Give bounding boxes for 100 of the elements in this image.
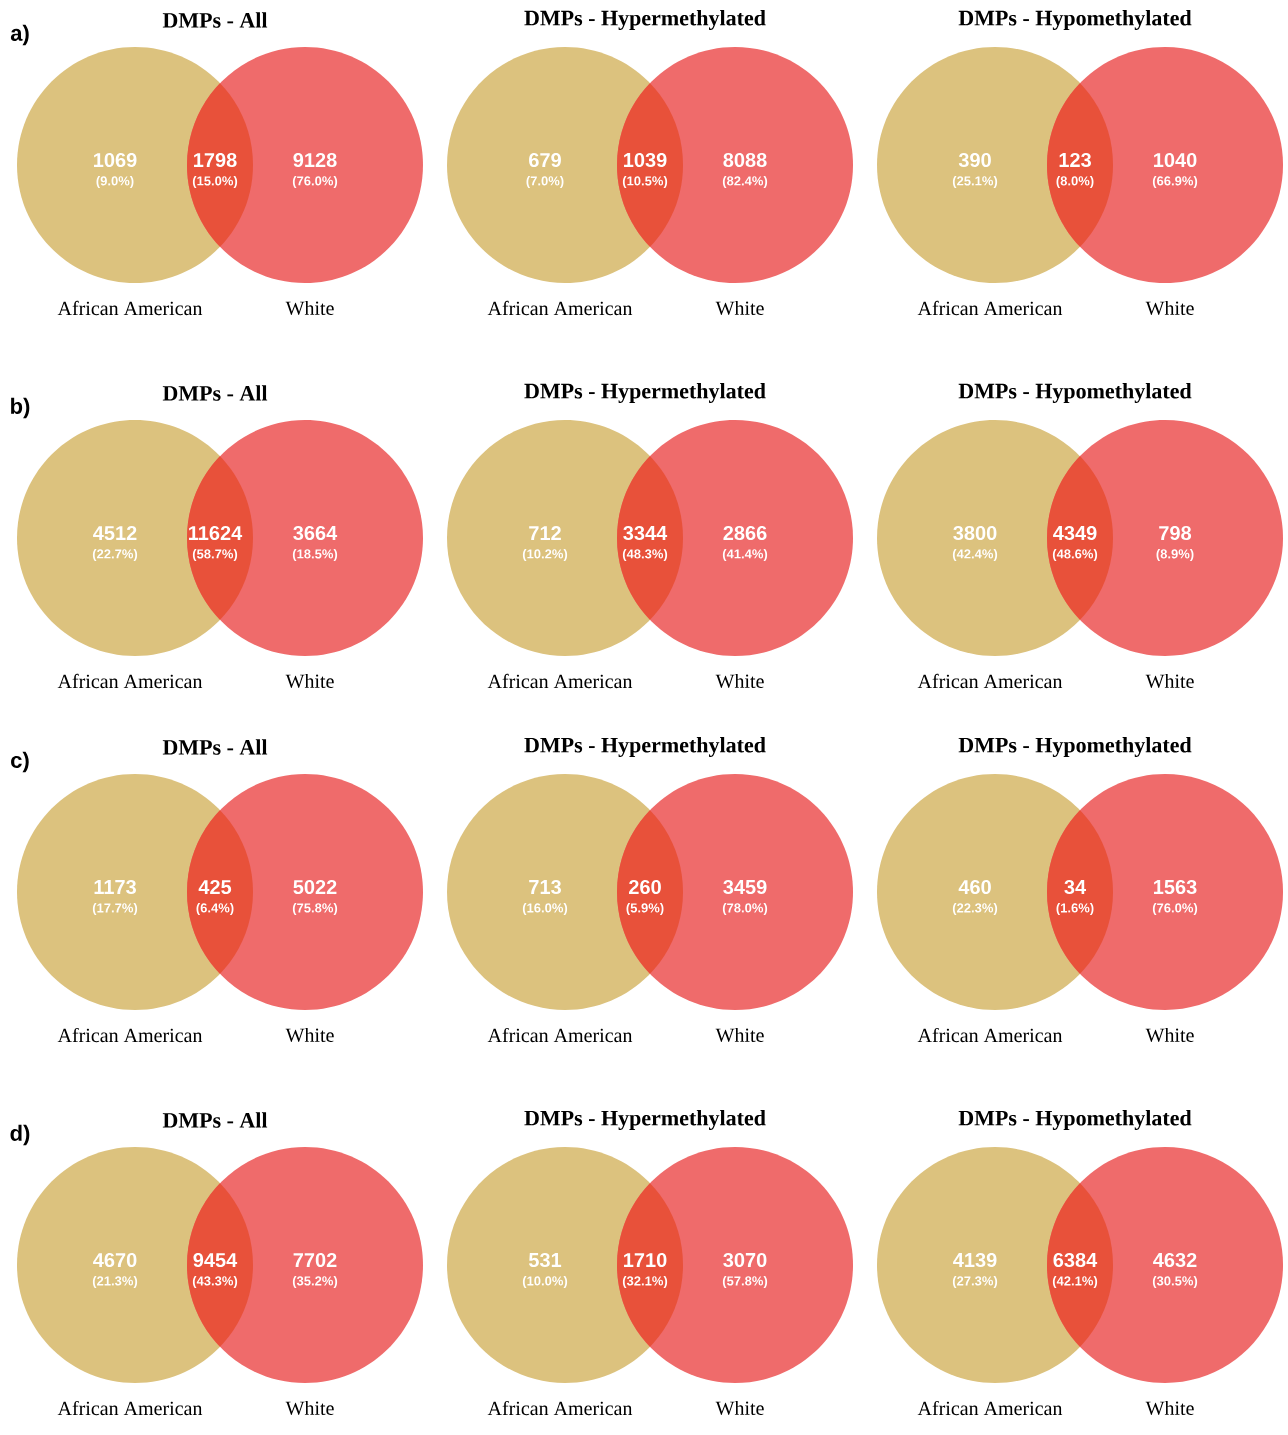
category-label: African American (917, 673, 1063, 689)
data-label: 7702 (293, 1252, 337, 1268)
text: (18.5%) (292, 548, 338, 562)
data-label: 1039 (624, 152, 667, 168)
text: (17.7%) (92, 902, 138, 916)
text: (10.2%) (522, 548, 568, 562)
data-label: 4349 (1053, 525, 1097, 541)
text: (82.4%) (722, 175, 768, 189)
category-label: White (715, 673, 764, 689)
text: (35.2%) (292, 1275, 338, 1289)
category-label: African American (487, 673, 633, 689)
text: (8.9%) (1156, 548, 1194, 562)
data-label: 679 (529, 152, 561, 168)
text: DMPs - Hypermethylated (524, 1110, 766, 1131)
data-label: 2866 (723, 525, 767, 541)
text: (42.4%) (952, 548, 998, 562)
text: DMPs - All (162, 385, 268, 401)
category-label: White (715, 1400, 764, 1416)
data-label: 260 (629, 879, 661, 895)
text: DMPs - All (162, 1112, 268, 1128)
text: DMPs - Hypermethylated (524, 10, 766, 30)
data-label: 1710 (624, 1252, 667, 1268)
text: (27.3%) (952, 1275, 998, 1289)
text: (76.0%) (1152, 902, 1198, 916)
category-label: White (285, 300, 334, 316)
data-label: 4670 (93, 1252, 137, 1268)
data-label: 3344 (623, 525, 668, 541)
text: (22.7%) (92, 548, 138, 562)
text: (76.0%) (292, 175, 338, 189)
text: (5.9%) (626, 902, 664, 916)
text: (21.3%) (92, 1275, 138, 1289)
category-label: African American (57, 1400, 203, 1416)
data-label: 8088 (723, 152, 767, 168)
text: DMPs - Hypomethylated (958, 383, 1192, 404)
data-label: 11624 (189, 525, 243, 541)
data-label: 3459 (723, 879, 767, 895)
data-label: 5022 (293, 879, 337, 895)
text: (1.6%) (1056, 902, 1094, 916)
data-label: 4632 (1153, 1252, 1197, 1268)
data-label: 425 (198, 879, 232, 895)
category-label: African American (917, 300, 1063, 316)
data-label: 6384 (1053, 1252, 1098, 1268)
text: DMPs - All (162, 12, 268, 28)
text: (32.1%) (622, 1275, 668, 1289)
text: (22.3%) (952, 902, 998, 916)
text: DMPs - All (162, 739, 268, 755)
data-label: 9454 (193, 1252, 238, 1268)
text: (42.1%) (1052, 1275, 1098, 1289)
text: (58.7%) (192, 548, 238, 562)
data-label: 1069 (94, 152, 137, 168)
category-label: White (285, 1027, 334, 1043)
data-label: 123 (1059, 152, 1091, 168)
text: (10.0%) (522, 1275, 568, 1289)
text: DMPs - Hypermethylated (524, 383, 766, 404)
text: (66.9%) (1152, 175, 1198, 189)
data-label: 798 (1159, 525, 1192, 541)
category-label: African American (487, 300, 633, 316)
data-label: 3664 (293, 525, 338, 541)
text: (9.0%) (96, 175, 134, 189)
text: (16.0%) (522, 902, 568, 916)
text: (15.0%) (192, 175, 238, 189)
data-label: 712 (529, 526, 561, 540)
text: DMPs - Hypomethylated (958, 1110, 1192, 1131)
text: (8.0%) (1056, 175, 1094, 189)
category-label: White (715, 1027, 764, 1043)
text: (30.5%) (1152, 1275, 1198, 1289)
category-label: African American (57, 673, 203, 689)
category-label: African American (917, 1027, 1063, 1043)
data-label: 1040 (1154, 152, 1197, 168)
text: a) (10, 24, 29, 46)
text: b) (11, 397, 30, 419)
text: (7.0%) (526, 175, 564, 189)
text: (75.8%) (292, 902, 338, 916)
text: (48.3%) (622, 548, 668, 562)
text: (6.4%) (196, 902, 234, 916)
text: (10.5%) (622, 175, 668, 189)
data-label: 4139 (953, 1252, 997, 1268)
data-label: 390 (958, 152, 991, 168)
data-label: 531 (528, 1252, 562, 1268)
text: DMPs - Hypermethylated (524, 737, 766, 758)
text: (41.4%) (722, 548, 768, 562)
category-label: African American (917, 1400, 1063, 1416)
data-label: 34 (1064, 879, 1087, 895)
data-label: 1173 (94, 879, 136, 895)
text: (43.3%) (192, 1275, 238, 1289)
category-label: White (1145, 1400, 1194, 1416)
category-label: African American (57, 300, 203, 316)
data-label: 9128 (293, 152, 337, 168)
text: d) (10, 1124, 30, 1146)
category-label: African American (487, 1027, 633, 1043)
text: (78.0%) (722, 902, 768, 916)
category-label: White (1145, 673, 1194, 689)
category-label: African American (57, 1027, 203, 1043)
data-label: 713 (529, 879, 561, 895)
category-label: White (1145, 300, 1194, 316)
category-label: White (715, 300, 764, 316)
category-label: White (1145, 1027, 1194, 1043)
category-label: African American (487, 1400, 633, 1416)
category-label: White (285, 1400, 334, 1416)
data-label: 460 (958, 879, 991, 895)
